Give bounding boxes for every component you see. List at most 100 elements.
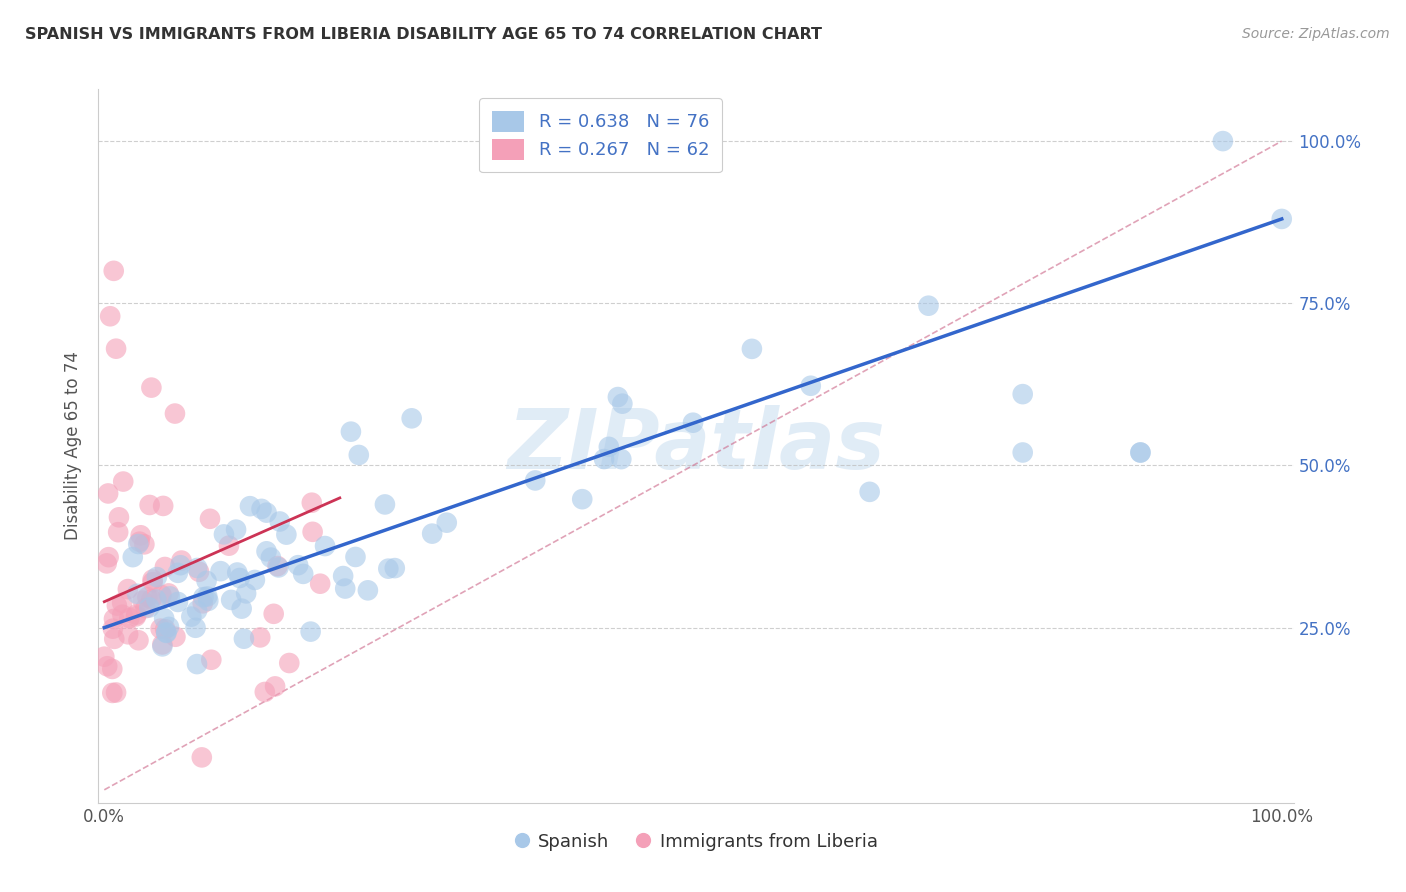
Point bbox=[198, 512, 221, 526]
Point bbox=[159, 590, 181, 604]
Point bbox=[374, 498, 396, 512]
Point bbox=[105, 685, 128, 699]
Point bbox=[1212, 134, 1234, 148]
Point bbox=[118, 611, 141, 625]
Point bbox=[145, 592, 167, 607]
Point bbox=[105, 342, 128, 356]
Point bbox=[263, 607, 285, 621]
Point bbox=[101, 686, 124, 700]
Point bbox=[612, 397, 634, 411]
Point bbox=[225, 523, 247, 537]
Point bbox=[167, 595, 190, 609]
Point bbox=[212, 527, 235, 541]
Point bbox=[1271, 211, 1294, 226]
Point bbox=[97, 550, 120, 565]
Point bbox=[101, 622, 124, 636]
Point bbox=[127, 633, 149, 648]
Point bbox=[347, 448, 370, 462]
Point bbox=[184, 621, 207, 635]
Text: ZIPatlas: ZIPatlas bbox=[508, 406, 884, 486]
Point bbox=[256, 506, 278, 520]
Point bbox=[103, 264, 125, 278]
Point bbox=[292, 566, 315, 581]
Point bbox=[163, 407, 186, 421]
Point bbox=[269, 515, 291, 529]
Point bbox=[232, 632, 254, 646]
Point bbox=[96, 659, 118, 673]
Point bbox=[1129, 445, 1152, 459]
Point bbox=[117, 627, 139, 641]
Point bbox=[195, 574, 218, 588]
Point bbox=[436, 516, 458, 530]
Point bbox=[301, 524, 323, 539]
Point bbox=[249, 631, 271, 645]
Point bbox=[191, 596, 214, 610]
Point bbox=[200, 653, 222, 667]
Point bbox=[917, 299, 939, 313]
Point bbox=[188, 565, 211, 579]
Point bbox=[1011, 387, 1033, 401]
Point bbox=[155, 625, 177, 640]
Point bbox=[197, 594, 219, 608]
Point bbox=[228, 571, 250, 585]
Point bbox=[138, 600, 160, 615]
Point bbox=[299, 624, 322, 639]
Point bbox=[105, 599, 128, 613]
Point bbox=[741, 342, 763, 356]
Point bbox=[332, 569, 354, 583]
Point bbox=[167, 566, 190, 580]
Point bbox=[103, 612, 125, 626]
Point bbox=[209, 564, 232, 578]
Point bbox=[155, 626, 177, 640]
Point bbox=[146, 570, 169, 584]
Point bbox=[250, 502, 273, 516]
Point bbox=[309, 576, 332, 591]
Point bbox=[127, 537, 149, 551]
Point bbox=[377, 562, 399, 576]
Point bbox=[138, 498, 160, 512]
Point bbox=[97, 486, 120, 500]
Point bbox=[136, 590, 159, 604]
Text: SPANISH VS IMMIGRANTS FROM LIBERIA DISABILITY AGE 65 TO 74 CORRELATION CHART: SPANISH VS IMMIGRANTS FROM LIBERIA DISAB… bbox=[25, 27, 823, 42]
Point bbox=[125, 607, 148, 622]
Point bbox=[103, 632, 125, 646]
Point bbox=[267, 560, 290, 574]
Point bbox=[142, 573, 165, 587]
Point bbox=[301, 496, 323, 510]
Point bbox=[101, 662, 124, 676]
Point bbox=[682, 416, 704, 430]
Point bbox=[593, 452, 616, 467]
Point bbox=[149, 622, 172, 636]
Point bbox=[111, 607, 134, 622]
Point bbox=[170, 553, 193, 567]
Point bbox=[357, 583, 380, 598]
Point bbox=[420, 526, 443, 541]
Point bbox=[610, 452, 633, 467]
Point bbox=[141, 592, 163, 607]
Point bbox=[127, 587, 149, 601]
Point bbox=[226, 566, 249, 580]
Point bbox=[142, 575, 165, 590]
Point bbox=[131, 593, 153, 607]
Point bbox=[157, 620, 180, 634]
Point bbox=[401, 411, 423, 425]
Point bbox=[141, 381, 163, 395]
Point bbox=[152, 499, 174, 513]
Point bbox=[108, 510, 131, 524]
Point bbox=[195, 590, 218, 604]
Point bbox=[1011, 445, 1033, 459]
Point bbox=[278, 656, 301, 670]
Point bbox=[859, 484, 882, 499]
Point bbox=[606, 390, 628, 404]
Point bbox=[335, 582, 357, 596]
Point bbox=[384, 561, 406, 575]
Point bbox=[218, 539, 240, 553]
Point bbox=[150, 637, 173, 651]
Point bbox=[186, 603, 208, 617]
Point bbox=[186, 561, 208, 575]
Point bbox=[169, 558, 191, 573]
Point bbox=[93, 649, 115, 664]
Point bbox=[219, 593, 242, 607]
Point bbox=[186, 657, 208, 671]
Point bbox=[287, 558, 309, 573]
